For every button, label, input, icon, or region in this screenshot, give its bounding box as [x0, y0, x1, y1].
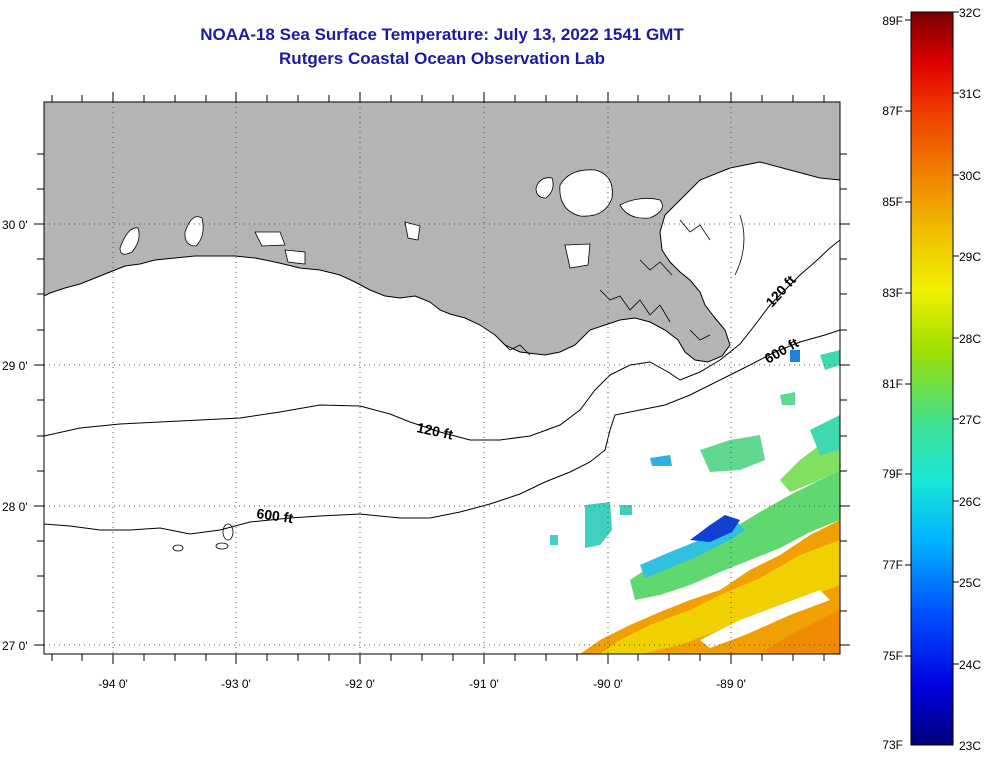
- longitude-label: -91 0': [469, 677, 499, 691]
- colorbar: [910, 11, 954, 746]
- colorbar-label-c: 28C: [959, 332, 981, 346]
- latitude-label: 29 0': [2, 359, 28, 373]
- colorbar-label-f: 79F: [882, 467, 903, 481]
- lake: [619, 197, 663, 219]
- colorbar-label-c: 26C: [959, 495, 981, 509]
- contour-label: 600 ft: [256, 505, 295, 526]
- land-mass: [44, 102, 840, 363]
- colorbar-label-f: 87F: [882, 104, 903, 118]
- longitude-label: -89 0': [716, 677, 746, 691]
- tick-marks: [34, 92, 850, 664]
- latitude-label: 30 0': [2, 218, 28, 232]
- latitude-label: 27 0': [2, 639, 28, 653]
- map-border: [43, 101, 841, 655]
- colorbar-label-f: 75F: [882, 649, 903, 663]
- longitude-label: -90 0': [593, 677, 623, 691]
- lake: [564, 243, 591, 269]
- colorbar-label-c: 31C: [959, 87, 981, 101]
- map-title: NOAA-18 Sea Surface Temperature: July 13…: [200, 25, 684, 44]
- colorbar-label-c: 24C: [959, 658, 981, 672]
- lake: [254, 231, 286, 247]
- colorbar-label-f: 77F: [882, 558, 903, 572]
- longitude-label: -93 0': [221, 677, 251, 691]
- lake: [119, 227, 140, 255]
- lake: [559, 169, 613, 217]
- contour-600ft: [44, 329, 840, 535]
- colorbar-label-f: 85F: [882, 195, 903, 209]
- longitude-label: -92 0': [345, 677, 375, 691]
- colorbar-label-c: 25C: [959, 576, 981, 590]
- colorbar-label-c: 29C: [959, 250, 981, 264]
- longitude-label: -94 0': [98, 677, 128, 691]
- contour-label: 120 ft: [415, 419, 454, 442]
- sst-data-field: [550, 350, 840, 654]
- colorbar-label-c: 27C: [959, 413, 981, 427]
- graticule: [44, 102, 840, 654]
- colorbar-label-c: 30C: [959, 169, 981, 183]
- contour-island: [222, 523, 234, 541]
- contour-island: [215, 542, 229, 550]
- colorbar-label-f: 81F: [882, 377, 903, 391]
- contour-120ft: [44, 239, 840, 441]
- colorbar-label-f: 73F: [882, 738, 903, 752]
- colorbar-ticks: [905, 11, 959, 665]
- latitude-label: 28 0': [2, 500, 28, 514]
- contour-island: [172, 544, 184, 552]
- lake: [404, 221, 421, 241]
- map-subtitle: Rutgers Coastal Ocean Observation Lab: [279, 49, 605, 68]
- colorbar-label-f: 83F: [882, 286, 903, 300]
- colorbar-label-f: 89F: [882, 14, 903, 28]
- colorbar-label-c: 32C: [959, 6, 981, 20]
- marsh-delta: [499, 214, 745, 356]
- lake: [535, 177, 554, 199]
- colorbar-label-c: 23C: [959, 739, 981, 753]
- lake: [284, 249, 306, 265]
